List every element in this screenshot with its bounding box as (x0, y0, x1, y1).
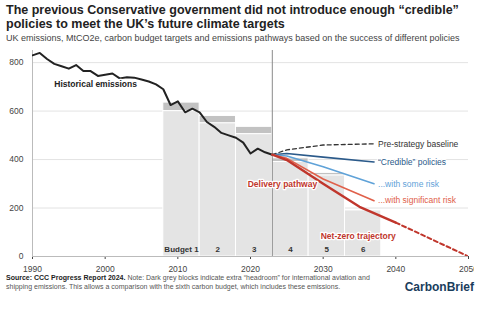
svg-text:4: 4 (288, 245, 293, 254)
svg-text:Historical emissions: Historical emissions (54, 79, 137, 89)
svg-text:2040: 2040 (386, 264, 405, 274)
svg-text:2000: 2000 (96, 264, 115, 274)
svg-text:Pre-strategy baseline: Pre-strategy baseline (378, 139, 459, 149)
svg-text:2030: 2030 (314, 264, 333, 274)
svg-text:“Credible” policies: “Credible” policies (378, 157, 446, 167)
svg-text:Net-zero trajectory: Net-zero trajectory (321, 231, 396, 241)
svg-text:800: 800 (9, 57, 23, 67)
svg-text:Delivery pathway: Delivery pathway (248, 179, 318, 189)
svg-text:6: 6 (361, 245, 366, 254)
svg-text:1990: 1990 (23, 264, 42, 274)
svg-text:...with some risk: ...with some risk (378, 179, 440, 189)
svg-text:0: 0 (19, 251, 24, 261)
svg-text:2: 2 (216, 245, 221, 254)
svg-text:2050: 2050 (459, 264, 474, 274)
html-text:Source: CCC Progress Report 20: Source: CCC Progress Report 2024. Note: … (6, 274, 370, 290)
svg-text:400: 400 (9, 154, 23, 164)
html-text:UK emissions, MtCO2e, carbon b: UK emissions, MtCO2e, carbon budget targ… (6, 33, 460, 43)
svg-text:...with significant risk: ...with significant risk (378, 195, 457, 205)
svg-text:5: 5 (325, 245, 330, 254)
svg-text:2020: 2020 (241, 264, 260, 274)
html-text:The previous Conservative gove: The previous Conservative government did… (6, 3, 459, 31)
svg-text:3: 3 (252, 245, 257, 254)
svg-text:Budget 1: Budget 1 (164, 245, 199, 254)
svg-text:2010: 2010 (168, 264, 187, 274)
html-text:CarbonBrief: CarbonBrief (404, 279, 474, 294)
svg-text:200: 200 (9, 203, 23, 213)
svg-text:600: 600 (9, 106, 23, 116)
